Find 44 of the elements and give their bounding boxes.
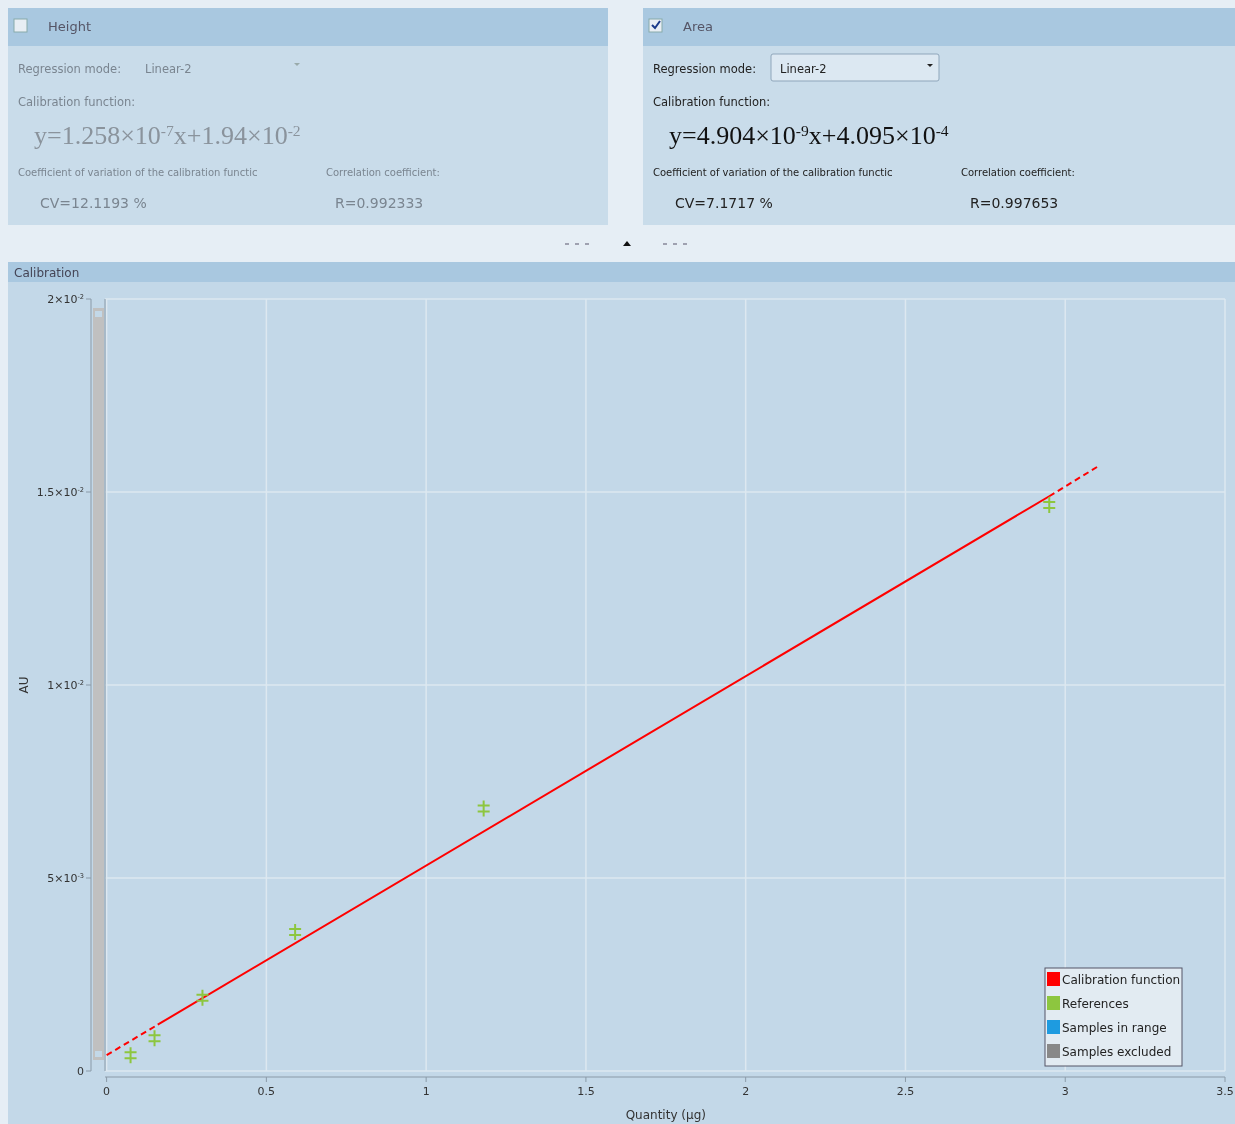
point (123, 1046, 138, 1065)
y-tick-label: 1.5×10$^{-2}$ (36, 486, 84, 499)
text: Linear-2 (780, 62, 827, 76)
text: R=0.992333 (335, 195, 424, 211)
legend-label: Calibration function (1062, 973, 1181, 987)
text: Calibration function: (653, 95, 771, 109)
x-tick-label: 3 (1061, 1085, 1069, 1098)
y-tick-label: 5×10$^{-3}$ (47, 872, 84, 885)
x-tick-label: 1.5 (577, 1085, 595, 1098)
x-axis-title: Quantity (µg) (625, 1108, 706, 1122)
x-tick-label: 0 (103, 1085, 111, 1098)
text: y=4.904×10$^{-9}$x+4.095×10$^{-4}$ (669, 121, 949, 150)
text: Height (48, 19, 91, 34)
text: CV=7.1717 % (675, 195, 773, 211)
text: Correlation coefficient: (326, 167, 440, 178)
text: Regression mode: (18, 62, 122, 76)
x-tick-label: 0.5 (257, 1085, 276, 1098)
text: y=1.258×10$^{-7}$x+1.94×10$^{-2}$ (34, 121, 301, 150)
chart-title: Calibration (14, 266, 80, 280)
legend-label: References (1062, 997, 1129, 1011)
y-tick-label: 1×10$^{-2}$ (47, 679, 84, 692)
text: Coefficient of variation of the calibration functic (653, 167, 893, 178)
x-tick-label: 2.5 (896, 1085, 915, 1098)
point (1042, 496, 1057, 515)
point (195, 988, 210, 1007)
x-tick-label: 3.5 (1216, 1085, 1234, 1098)
x-tick-label: 1 (422, 1085, 430, 1098)
x-tick-label: 2 (742, 1085, 750, 1098)
y-tick-label: 0 (77, 1065, 84, 1078)
text: Area (683, 19, 713, 34)
y-tick-label: 2×10$^{-2}$ (47, 293, 84, 306)
text: Linear-2 (145, 62, 192, 76)
text: Coefficient of variation of the calibration functic (18, 167, 258, 178)
legend-label: Samples excluded (1062, 1045, 1172, 1059)
point (476, 799, 491, 818)
point (147, 1029, 162, 1048)
point (288, 923, 303, 942)
text: CV=12.1193 % (40, 195, 147, 211)
text: Correlation coefficient: (961, 167, 1075, 178)
legend-label: Samples in range (1062, 1021, 1167, 1035)
text: Regression mode: (653, 62, 757, 76)
text: Calibration function: (18, 95, 136, 109)
y-axis-title: AU (17, 676, 31, 694)
text: R=0.997653 (970, 195, 1059, 211)
